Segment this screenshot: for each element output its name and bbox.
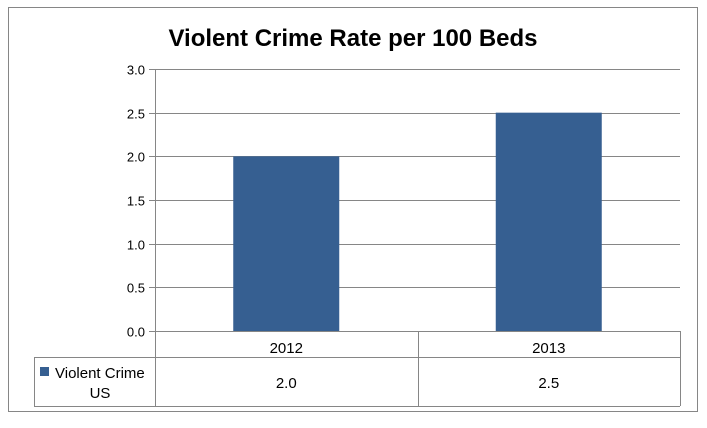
chart-title: Violent Crime Rate per 100 Beds xyxy=(168,25,537,52)
category-label: 2012 xyxy=(270,340,303,357)
bar-2012 xyxy=(233,156,340,331)
y-tick-label: 1.0 xyxy=(127,238,145,253)
legend-label: Violent Crime xyxy=(55,365,145,382)
y-axis-tick-labels: 0.0 0.5 1.0 1.5 2.0 2.5 3.0 xyxy=(127,63,145,340)
y-tick-label: 2.0 xyxy=(127,150,145,165)
data-table: 2012 2013 Violent Crime US 2.0 2.5 xyxy=(34,331,681,407)
data-table-value: 2.5 xyxy=(538,375,559,392)
legend-label: US xyxy=(90,385,111,402)
y-tick-label: 1.5 xyxy=(127,194,145,209)
bar-2013 xyxy=(495,112,602,332)
data-table-value: 2.0 xyxy=(276,375,297,392)
y-tick-label: 3.0 xyxy=(127,63,145,78)
y-tick-label: 0.5 xyxy=(127,281,145,296)
category-label: 2013 xyxy=(532,340,565,357)
y-tick-label: 0.0 xyxy=(127,325,145,340)
y-tick-label: 2.5 xyxy=(127,107,145,122)
bars xyxy=(233,112,602,332)
legend-swatch xyxy=(40,367,49,376)
